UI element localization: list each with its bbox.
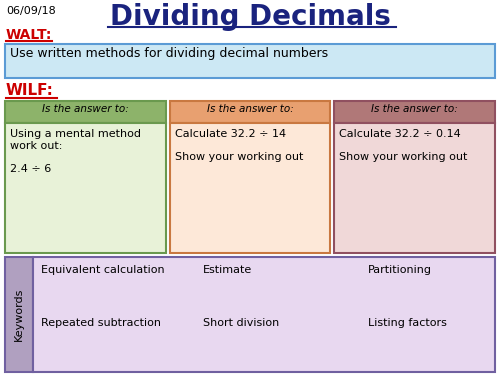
Text: Calculate 32.2 ÷ 14

Show your working out: Calculate 32.2 ÷ 14 Show your working ou… <box>174 129 303 162</box>
Text: Estimate: Estimate <box>203 265 252 275</box>
Text: WILF:: WILF: <box>6 83 54 98</box>
Text: Is the answer to:: Is the answer to: <box>206 104 294 114</box>
Text: WALT:: WALT: <box>6 28 52 42</box>
FancyBboxPatch shape <box>5 101 166 123</box>
FancyBboxPatch shape <box>170 101 330 123</box>
Text: Is the answer to:: Is the answer to: <box>42 104 128 114</box>
Text: Equivalent calculation: Equivalent calculation <box>41 265 164 275</box>
FancyBboxPatch shape <box>5 123 166 253</box>
FancyBboxPatch shape <box>5 257 33 372</box>
Text: Is the answer to:: Is the answer to: <box>372 104 458 114</box>
FancyBboxPatch shape <box>334 123 495 253</box>
FancyBboxPatch shape <box>170 123 330 253</box>
Text: Use written methods for dividing decimal numbers: Use written methods for dividing decimal… <box>10 47 328 60</box>
Text: Repeated subtraction: Repeated subtraction <box>41 318 161 328</box>
FancyBboxPatch shape <box>334 101 495 123</box>
Text: Dividing Decimals: Dividing Decimals <box>110 3 390 31</box>
Text: 06/09/18: 06/09/18 <box>6 6 56 16</box>
FancyBboxPatch shape <box>33 257 495 372</box>
Text: Calculate 32.2 ÷ 0.14

Show your working out: Calculate 32.2 ÷ 0.14 Show your working … <box>340 129 468 162</box>
Text: Listing factors: Listing factors <box>368 318 447 328</box>
Text: Short division: Short division <box>203 318 279 328</box>
Text: Keywords: Keywords <box>14 288 24 341</box>
Text: Partitioning: Partitioning <box>368 265 432 275</box>
FancyBboxPatch shape <box>5 44 495 78</box>
Text: Using a mental method
work out:

2.4 ÷ 6: Using a mental method work out: 2.4 ÷ 6 <box>10 129 141 174</box>
